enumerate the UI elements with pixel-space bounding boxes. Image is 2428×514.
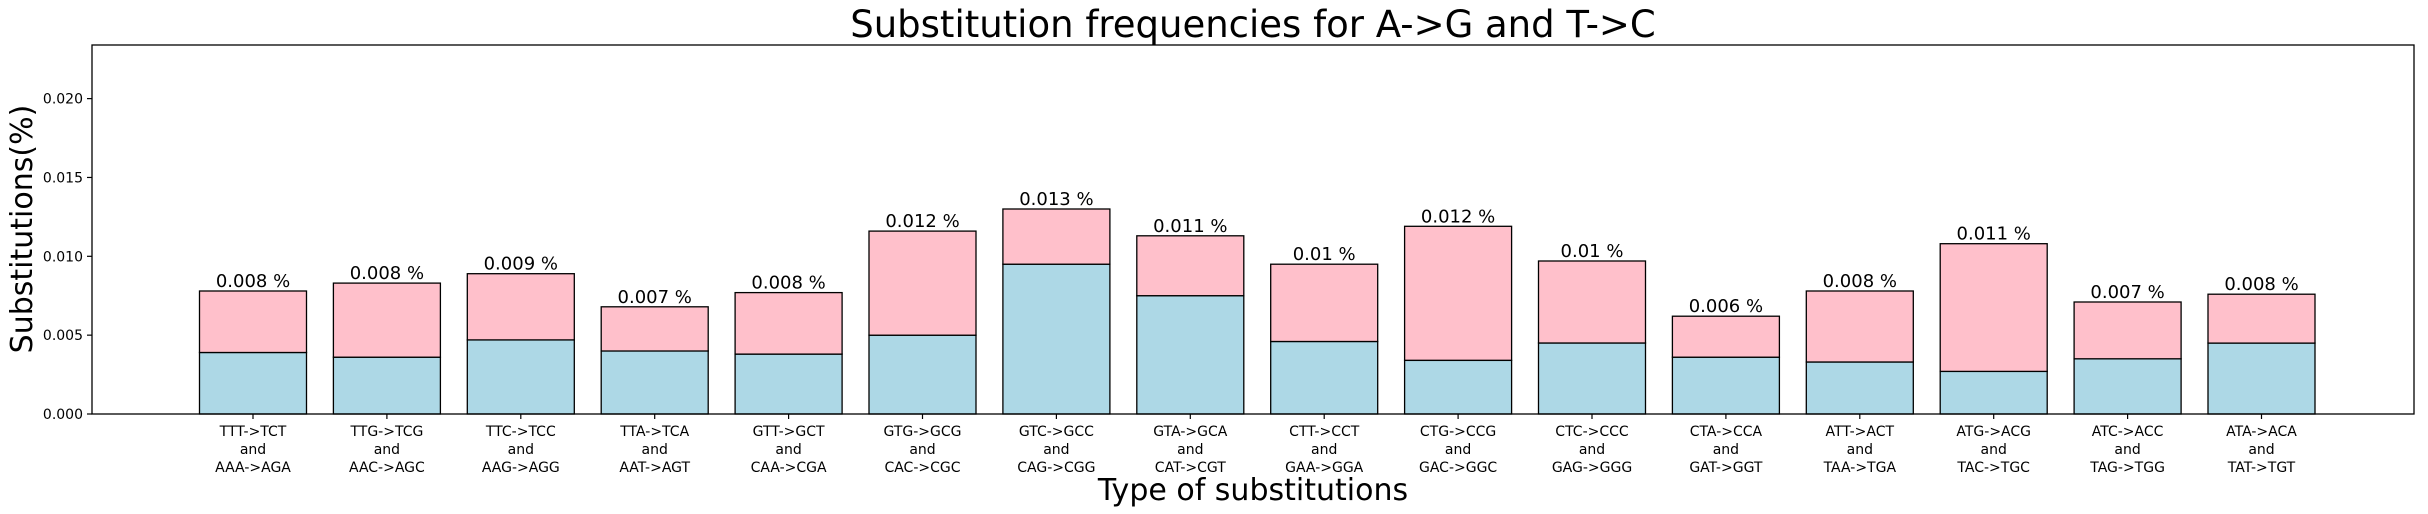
bar-value-label: 0.007 % [618,287,692,308]
bar-segment-1 [1805,361,1914,415]
bar-segment-2 [332,282,442,358]
bar-value-label: 0.006 % [1689,296,1763,317]
x-tick-label: ATA->ACA and TAT->TGT [2226,424,2297,476]
x-tick-label: TTT->TCT and AAA->AGA [215,424,291,476]
y-tick-label: 0.005 [43,328,83,344]
x-tick-label: TTC->TCC and AAG->AGG [482,424,560,476]
bar-segment-1 [1002,263,1111,415]
y-axis: 0.000 0.005 0.010 0.015 0.020 [43,92,92,423]
bar-segment-1 [1537,342,1647,415]
bar-segment-2 [1939,243,2048,373]
bar-segment-2 [1805,290,1914,363]
bar-segment-2 [600,306,709,352]
x-tick-label: GTT->GCT and CAA->CGA [751,424,827,476]
x-tick-label: CTA->CCA and GAT->GGT [1689,424,1763,476]
bar-value-label: 0.008 % [751,273,825,294]
chart-title: Substitution frequencies for A->G and T-… [850,3,1656,46]
x-tick-label: ATG->ACG and TAC->TGC [1956,424,2031,476]
bar-segment-1 [1403,359,1513,415]
bar-segment-2 [1537,260,1647,344]
bar-value-label: 0.01 % [1293,244,1356,265]
x-tick-label: GTC->GCC and CAG->CGG [1017,424,1095,476]
bars-layer [198,208,2316,415]
bar-segment-1 [198,351,308,415]
bar-segment-2 [466,273,575,341]
bar-segment-1 [332,356,442,415]
x-tick-label: CTT->CCT and GAA->GGA [1285,424,1364,476]
bar-value-label: 0.012 % [1421,206,1495,227]
x-tick-label: CTG->CCG and GAC->GGC [1419,424,1497,476]
y-tick-label: 0.000 [43,407,83,423]
bar-segment-2 [868,230,977,336]
bar-segment-1 [1939,370,2048,415]
plot-frame [91,44,2415,415]
bar-segment-1 [734,353,843,415]
bar-segment-2 [2073,301,2182,360]
bar-value-label: 0.009 % [484,254,558,275]
bar-segment-2 [1403,225,1513,361]
bar-value-label: 0.01 % [1561,241,1624,262]
x-tick-label: ATC->ACC and TAG->TGG [2089,424,2165,476]
y-axis-title: Substitutions(%) [5,105,40,354]
bar-value-label: 0.013 % [1019,189,1093,210]
bar-segment-2 [1671,315,1781,358]
x-tick-label: GTA->GCA and CAT->CGT [1153,424,1227,476]
x-tick-label: TTA->TCA and AAT->AGT [619,424,690,476]
x-tick-label: CTC->CCC and GAG->GGG [1552,424,1632,476]
bar-segment-1 [2073,358,2182,415]
bar-segment-1 [1270,340,1379,415]
bar-value-label: 0.008 % [1823,271,1897,292]
bar-value-label: 0.008 % [216,271,290,292]
bar-value-label: 0.011 % [1153,216,1227,237]
bar-segment-1 [600,350,709,415]
bar-segment-1 [868,334,977,415]
bar-segment-1 [466,339,575,415]
bar-value-label: 0.012 % [885,211,959,232]
bar-segment-2 [1136,235,1245,297]
x-tick-label: GTG->GCG and CAC->CGC [883,424,961,476]
bar-segment-2 [198,290,308,354]
bar-value-label: 0.008 % [2224,274,2298,295]
bar-segment-1 [1136,295,1245,415]
bar-segment-2 [2207,293,2316,344]
y-tick-label: 0.015 [43,170,83,186]
y-tick-label: 0.010 [43,249,83,265]
bar-segment-1 [1671,356,1781,415]
x-tick-label: ATT->ACT and TAA->TGA [1823,424,1897,476]
x-axis-title: Type of substitutions [1097,473,1408,508]
bar-value-label: 0.007 % [2090,282,2164,303]
bar-segment-1 [2207,342,2316,415]
bar-segment-2 [734,291,843,355]
data-labels-layer: 0.008 % 0.008 % 0.009 % 0.007 % 0.008 % 0.012… [216,189,2299,317]
bar-segment-2 [1270,263,1379,343]
bar-value-label: 0.011 % [1957,224,2031,245]
x-axis: TTT->TCT and AAA->AGA TTG->TCG and AAC->AGC TT… [215,414,2297,476]
bar-value-label: 0.008 % [350,263,424,284]
bar-segment-2 [1002,208,1111,265]
y-tick-label: 0.020 [43,92,83,108]
x-tick-label: TTG->TCG and AAC->AGC [349,424,425,476]
